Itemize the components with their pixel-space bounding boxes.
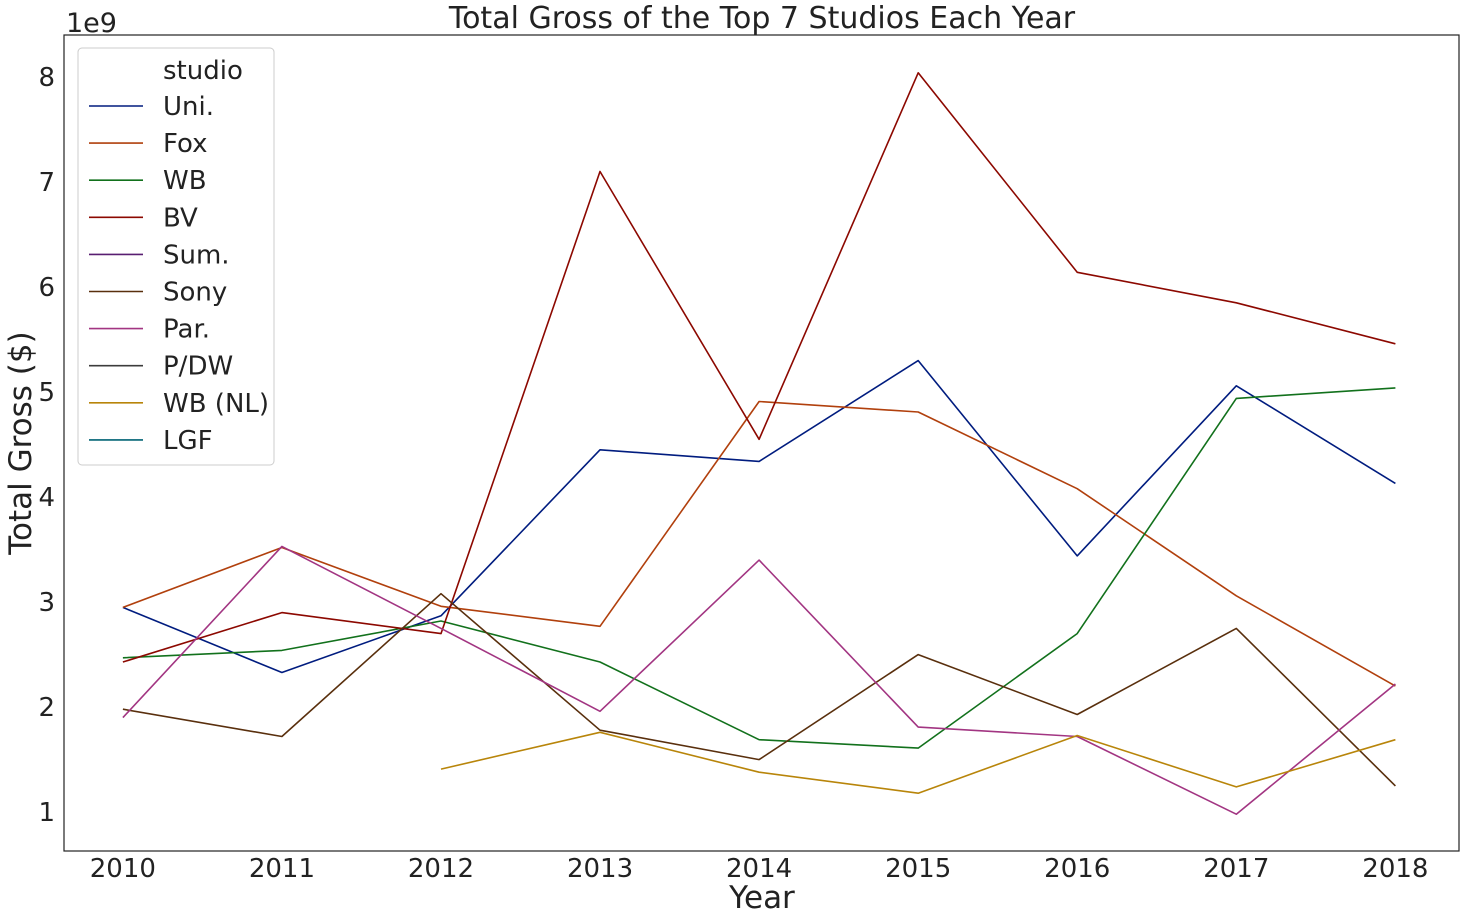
x-tick-label-2015: 2015 <box>885 854 951 884</box>
y-tick-label-7: 7 <box>38 168 55 198</box>
legend-label-fox: Fox <box>163 129 208 159</box>
x-tick-label-2018: 2018 <box>1362 854 1428 884</box>
x-axis-label: Year <box>728 880 795 916</box>
y-axis-ticks: 1 2 3 4 5 6 7 8 <box>38 63 55 828</box>
x-tick-label-2016: 2016 <box>1044 854 1110 884</box>
y-tick-label-5: 5 <box>38 378 55 408</box>
legend: studio Uni. Fox WB BV Sum. Sony Par. P/DW WB (NL… <box>77 47 275 466</box>
legend-label-wb-nl: WB (NL) <box>163 389 269 419</box>
y-tick-label-3: 3 <box>38 588 55 618</box>
series-line-bv <box>122 72 1396 663</box>
legend-label-lgf: LGF <box>163 426 213 456</box>
y-tick-label-1: 1 <box>38 798 55 828</box>
y-tick-label-2: 2 <box>38 693 55 723</box>
plot-frame <box>63 34 1460 852</box>
series-line-par <box>122 545 1396 816</box>
x-axis-ticks: 2010 2011 2012 2013 2014 2015 2016 2017 2018 <box>90 854 1429 884</box>
legend-label-par: Par. <box>163 315 210 345</box>
chart-title: Total Gross of the Top 7 Studios Each Ye… <box>448 1 1076 36</box>
y-tick-label-8: 8 <box>38 63 55 93</box>
legend-label-wb: WB <box>163 166 207 196</box>
legend-items: Uni. Fox WB BV Sum. Sony Par. P/DW WB (NL) LGF <box>89 92 269 456</box>
legend-label-bv: BV <box>163 203 198 233</box>
series-lines-layer <box>122 72 1396 816</box>
series-line-wb <box>122 387 1396 749</box>
series-line-sony <box>122 592 1396 787</box>
x-tick-label-2017: 2017 <box>1203 854 1269 884</box>
x-tick-label-2011: 2011 <box>249 854 315 884</box>
series-line-fox <box>122 400 1396 687</box>
y-tick-label-6: 6 <box>38 273 55 303</box>
series-line-uni <box>122 359 1396 674</box>
series-line-wb-nl <box>440 731 1396 795</box>
y-tick-label-4: 4 <box>38 483 55 513</box>
legend-label-sum: Sum. <box>163 240 230 270</box>
x-tick-label-2013: 2013 <box>567 854 633 884</box>
x-tick-label-2010: 2010 <box>90 854 156 884</box>
legend-box <box>77 47 275 466</box>
legend-label-uni: Uni. <box>163 92 214 122</box>
x-tick-label-2014: 2014 <box>726 854 792 884</box>
legend-label-sony: Sony <box>163 278 227 308</box>
legend-title: studio <box>163 56 243 86</box>
y-offset-label: 1e9 <box>66 8 117 39</box>
legend-label-p-dw: P/DW <box>163 352 233 382</box>
y-axis-label: Total Gross ($) <box>3 331 39 555</box>
x-tick-label-2012: 2012 <box>408 854 474 884</box>
